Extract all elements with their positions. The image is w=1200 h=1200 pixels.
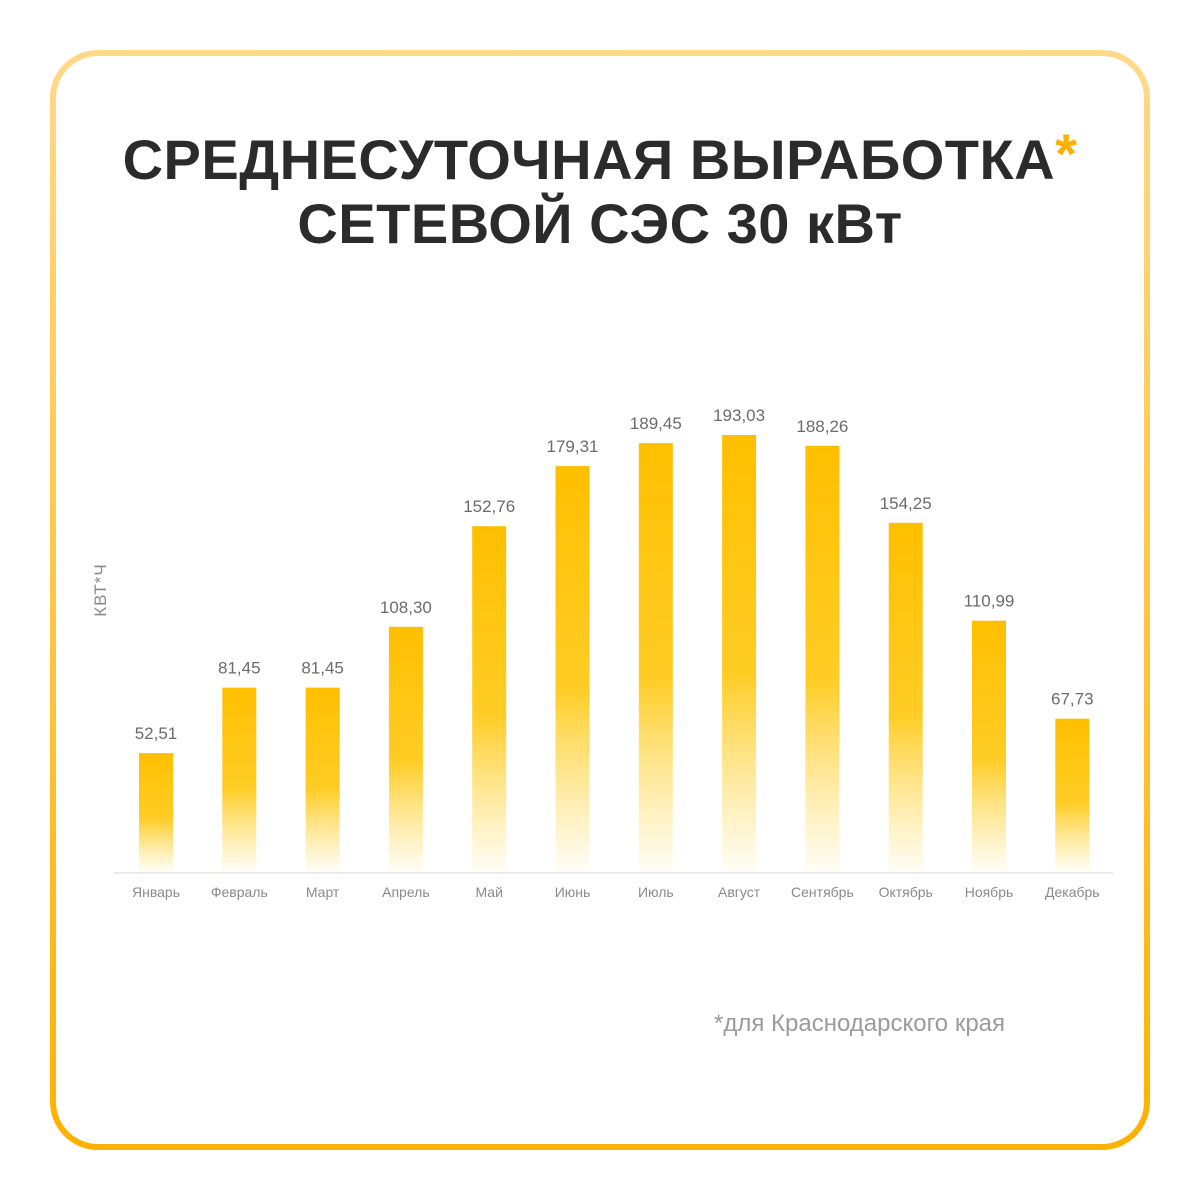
bar-3 [305,687,340,872]
x-tick-label-1: Январь [132,884,180,900]
x-tick-label-3: Март [306,884,340,900]
value-label-10: 154,25 [880,494,932,513]
bar-7 [638,443,673,872]
value-label-11: 110,99 [964,592,1015,611]
x-tick-label-7: Июль [638,884,674,900]
bar-11 [972,620,1006,872]
x-tick-label-8: Август [718,884,761,900]
x-tick-label-10: Октябрь [879,884,933,900]
x-tick-label-2: Февраль [211,884,268,900]
value-label-4: 108,30 [380,598,432,617]
value-label-2: 81,45 [218,659,261,678]
value-label-6: 179,31 [547,437,599,456]
card-frame [50,50,1150,1150]
x-tick-label-4: Апрель [382,884,430,900]
bar-1 [139,753,173,872]
y-axis-label: КВТ*Ч [91,563,110,616]
value-label-3: 81,45 [301,659,344,678]
bar-5 [472,526,507,872]
value-label-8: 193,03 [713,406,765,425]
x-tick-label-9: Сентябрь [791,884,854,900]
value-label-9: 188,26 [796,417,848,436]
bar-6 [555,466,590,872]
value-labels-group: 52,51 81,45 81,45 108,30 152,76 179,31 189,45 1… [135,406,1094,743]
bar-8 [722,435,757,872]
value-label-1: 52,51 [135,724,178,743]
value-label-7: 189,45 [630,414,682,433]
title-asterisk: * [1055,122,1078,185]
title-line-1-text: СРЕДНЕСУТОЧНАЯ ВЫРАБОТКА [122,128,1056,191]
bars-group [139,435,1090,872]
bar-9 [805,445,840,872]
value-label-12: 67,73 [1051,690,1094,709]
bar-4 [388,626,423,872]
x-tick-label-6: Июнь [555,884,591,900]
bar-10 [888,522,923,872]
footnote: *для Краснодарского края [714,1010,1006,1037]
value-label-5: 152,76 [463,497,515,516]
x-tick-labels-group: Январь Февраль Март Апрель Май Июнь Июль Август… [132,884,1100,900]
card-background [56,56,1144,1144]
title-line-2: СЕТЕВОЙ СЭС 30 кВт [297,192,903,255]
bar-2 [222,687,257,872]
x-tick-label-5: Май [475,884,502,900]
bar-12 [1055,718,1090,872]
page-title: СРЕДНЕСУТОЧНАЯ ВЫРАБОТКА* СЕТЕВОЙ СЭС 30… [0,122,1200,256]
x-tick-label-12: Декабрь [1045,884,1100,900]
title-line-1: СРЕДНЕСУТОЧНАЯ ВЫРАБОТКА* [0,122,1200,192]
x-tick-label-11: Ноябрь [965,884,1014,900]
